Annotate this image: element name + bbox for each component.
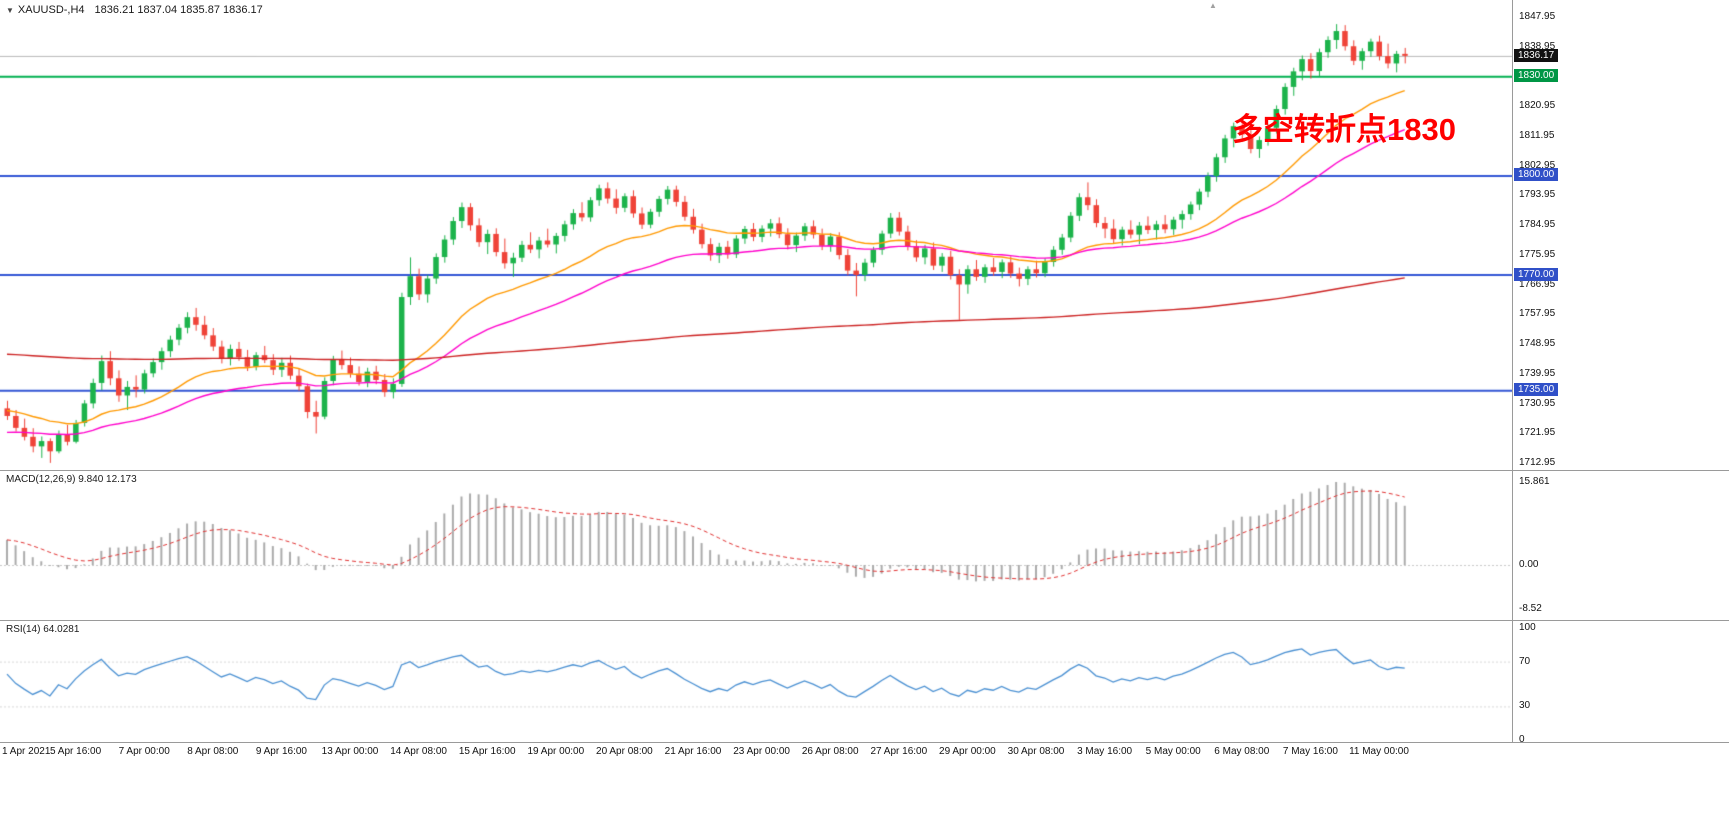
symbol-period-label: XAUUSD-,H4 bbox=[17, 4, 85, 16]
time-axis[interactable]: 1 Apr 2021 5 Apr 16:00 7 Apr 00:00 8 Apr 08… bbox=[0, 743, 1729, 761]
time-label: 1 Apr 2021 bbox=[2, 746, 51, 757]
time-label: 30 Apr 08:00 bbox=[1007, 746, 1065, 757]
price-badge-blue: 1735.00 bbox=[1514, 383, 1559, 397]
collapse-icon[interactable]: ▼ bbox=[6, 6, 14, 15]
price-tick-label: 1838.95 bbox=[1519, 40, 1556, 52]
time-label: 5 Apr 16:00 bbox=[50, 746, 102, 757]
time-label: 23 Apr 00:00 bbox=[733, 746, 790, 757]
price-badge-green: 1830.00 bbox=[1514, 69, 1559, 83]
pane-separator[interactable] bbox=[0, 742, 1729, 743]
chart-title: ▼ XAUUSD-,H4 1836.21 1837.04 1835.87 1836.… bbox=[6, 4, 263, 16]
chart-canvas[interactable] bbox=[0, 0, 1512, 742]
price-tick-label: 1802.95 bbox=[1519, 159, 1556, 171]
time-label: 13 Apr 00:00 bbox=[321, 746, 379, 757]
price-tick-label: 1721.95 bbox=[1519, 427, 1556, 439]
price-tick-label: 1811.95 bbox=[1519, 129, 1555, 141]
pane-separator[interactable] bbox=[0, 470, 1729, 471]
chart-shift-marker[interactable]: ▲ bbox=[1209, 1, 1217, 10]
time-label: 15 Apr 16:00 bbox=[458, 746, 516, 757]
time-label: 8 Apr 08:00 bbox=[187, 746, 239, 757]
rsi-indicator-label: RSI(14) 64.0281 bbox=[6, 624, 80, 635]
price-tick-label: 1748.95 bbox=[1519, 338, 1556, 350]
time-label: 3 May 16:00 bbox=[1077, 746, 1133, 757]
time-label: 7 Apr 00:00 bbox=[118, 746, 170, 757]
time-label: 6 May 08:00 bbox=[1214, 746, 1270, 757]
rsi-tick-label: 100 bbox=[1519, 622, 1536, 633]
price-tick-label: 1820.95 bbox=[1519, 100, 1556, 112]
price-badge-blue: 1770.00 bbox=[1514, 267, 1559, 281]
time-label: 21 Apr 16:00 bbox=[664, 746, 722, 757]
time-label: 27 Apr 16:00 bbox=[870, 746, 928, 757]
price-badge-blue: 1800.00 bbox=[1514, 168, 1559, 182]
macd-tick-label: 15.861 bbox=[1519, 476, 1550, 487]
rsi-tick-label: 70 bbox=[1519, 655, 1531, 667]
price-tick-label: 1712.95 bbox=[1519, 457, 1556, 469]
price-tick-label: 1784.95 bbox=[1519, 219, 1556, 231]
price-tick-label: 1730.95 bbox=[1519, 397, 1556, 409]
price-tick-label: 1757.95 bbox=[1519, 308, 1556, 320]
macd-tick-label: 0.00 bbox=[1519, 559, 1539, 570]
annotation-text[interactable]: 多空转折点1830 bbox=[1232, 112, 1456, 147]
rsi-tick-label: 30 bbox=[1519, 700, 1531, 712]
time-label: 29 Apr 00:00 bbox=[939, 746, 996, 757]
price-axis[interactable]: 1847.95 1838.95 1820.95 1811.95 1802.95 1793.… bbox=[1512, 0, 1729, 745]
ohlc-values: 1836.21 1837.04 1835.87 1836.17 bbox=[94, 4, 263, 16]
time-label: 26 Apr 08:00 bbox=[801, 746, 859, 757]
price-badge-current: 1836.17 bbox=[1514, 48, 1559, 62]
time-label: 11 May 00:00 bbox=[1349, 746, 1409, 757]
time-label: 5 May 00:00 bbox=[1145, 746, 1201, 757]
price-tick-label: 1766.95 bbox=[1519, 278, 1556, 290]
macd-tick-label: -8.52 bbox=[1519, 603, 1542, 614]
time-label: 9 Apr 16:00 bbox=[255, 746, 307, 757]
pane-separator[interactable] bbox=[0, 620, 1729, 621]
time-label: 14 Apr 08:00 bbox=[390, 746, 447, 757]
price-tick-label: 1739.95 bbox=[1519, 367, 1556, 379]
price-tick-label: 1793.95 bbox=[1519, 189, 1556, 201]
rsi-tick-label: 0 bbox=[1519, 734, 1525, 745]
macd-indicator-label: MACD(12,26,9) 9.840 12.173 bbox=[6, 474, 137, 485]
bottom-spacer bbox=[0, 761, 1729, 831]
time-label: 19 Apr 00:00 bbox=[527, 746, 585, 757]
price-tick-label: 1847.95 bbox=[1519, 11, 1556, 22]
price-tick-label: 1775.95 bbox=[1519, 248, 1556, 260]
time-label: 7 May 16:00 bbox=[1282, 746, 1338, 757]
time-label: 20 Apr 08:00 bbox=[596, 746, 653, 757]
